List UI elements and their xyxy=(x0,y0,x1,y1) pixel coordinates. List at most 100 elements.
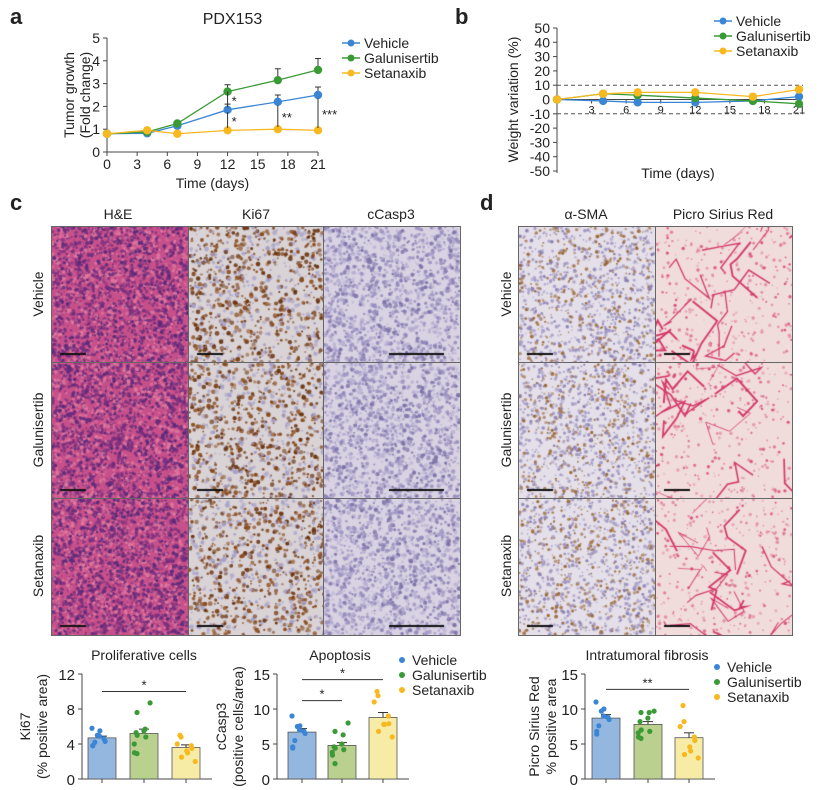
legend-marker xyxy=(399,687,405,693)
data-point-setanaxib xyxy=(102,129,112,138)
y-tick-label: 0 xyxy=(542,92,550,108)
y-tick-label: 0 xyxy=(262,772,270,789)
data-point-setanaxib xyxy=(174,741,180,747)
data-point-galunisertib xyxy=(637,719,643,725)
legend-marker xyxy=(347,69,355,77)
y-tick-label: -20 xyxy=(530,120,550,136)
data-point-vehicle xyxy=(290,745,296,751)
data-point-setanaxib xyxy=(173,129,182,138)
data-point-setanaxib xyxy=(371,699,377,705)
histology-image-sma-setanaxib xyxy=(518,498,656,636)
legend-marker xyxy=(714,664,720,670)
data-point-vehicle xyxy=(598,96,608,106)
data-point-galunisertib xyxy=(173,119,182,128)
data-point-vehicle xyxy=(606,716,612,723)
data-point-setanaxib xyxy=(189,745,195,751)
legend-marker xyxy=(347,39,355,47)
legend-marker xyxy=(719,17,727,25)
x-tick-label: 15 xyxy=(250,156,266,172)
legend-label-vehicle: Vehicle xyxy=(736,13,781,29)
data-point-vehicle xyxy=(296,727,303,733)
histology-image-picro-setanaxib xyxy=(655,498,793,636)
data-point-galunisertib xyxy=(329,752,336,758)
data-point-galunisertib xyxy=(332,745,338,751)
histology-image-ki67-setanaxib xyxy=(188,498,326,636)
legend-label-galunisertib: Galunisertib xyxy=(727,674,802,690)
data-point-galunisertib xyxy=(131,741,137,747)
data-point-vehicle xyxy=(302,730,308,737)
bar-vehicle xyxy=(87,737,117,780)
data-point-setanaxib xyxy=(385,713,391,719)
y-tick-label: 4 xyxy=(67,737,75,754)
x-tick-label: 6 xyxy=(623,105,629,117)
panel-label-d: d xyxy=(480,190,494,215)
data-point-setanaxib xyxy=(552,95,562,104)
y-tick-label: -50 xyxy=(530,163,550,179)
histology-image-picro-galunisertib xyxy=(655,362,793,500)
panel-label-a: a xyxy=(10,4,23,29)
legend-marker xyxy=(399,657,405,663)
data-point-setanaxib xyxy=(178,734,184,740)
y-tick-label: 0 xyxy=(92,144,100,160)
y-tick-label: -10 xyxy=(530,106,550,122)
y-tick-label: 0 xyxy=(67,772,75,789)
y-tick-label: 40 xyxy=(534,34,550,50)
x-tick-label: 3 xyxy=(589,105,595,117)
data-point-vehicle xyxy=(593,699,599,705)
legend-marker xyxy=(399,672,405,678)
significance-label: * xyxy=(319,687,324,702)
y-axis-label-ki67: (% positive area) xyxy=(34,674,50,779)
legend-label-vehicle: Vehicle xyxy=(364,35,409,51)
column-header-ki67: Ki67 xyxy=(241,206,271,222)
data-point-vehicle xyxy=(633,98,642,107)
data-point-galunisertib xyxy=(646,709,652,716)
histology-image-ki67-vehicle xyxy=(188,226,326,364)
significance-label: * xyxy=(232,94,237,109)
data-point-setanaxib xyxy=(374,688,380,695)
data-point-galunisertib xyxy=(794,99,804,108)
data-point-galunisertib xyxy=(638,709,644,716)
y-axis-label-ki67: Ki67 xyxy=(17,712,33,740)
series-line-vehicle xyxy=(556,95,800,104)
data-point-vehicle xyxy=(594,731,600,737)
data-point-setanaxib xyxy=(692,737,698,744)
legend-marker xyxy=(347,54,355,62)
data-point-galunisertib xyxy=(340,732,346,738)
data-point-galunisertib xyxy=(341,747,347,753)
legend-label-setanaxib: Setanaxib xyxy=(412,682,474,698)
x-tick-label: 9 xyxy=(658,105,664,117)
data-point-setanaxib xyxy=(386,721,392,727)
legend-marker xyxy=(714,694,720,700)
bar-setanaxib xyxy=(368,717,398,780)
legend-label-setanaxib: Setanaxib xyxy=(736,43,798,59)
data-point-vehicle xyxy=(223,105,232,115)
y-axis-label-casp3: cCasp3 xyxy=(213,703,229,751)
series-line-setanaxib xyxy=(556,88,800,101)
y-tick-label: 10 xyxy=(253,702,270,719)
chart-title-a: PDX153 xyxy=(203,11,263,28)
y-axis-label-a: (Fold change) xyxy=(77,52,93,138)
x-axis-label-b: Time (days) xyxy=(641,165,714,181)
x-tick-label: 15 xyxy=(724,105,736,117)
data-point-galunisertib xyxy=(143,734,149,740)
y-tick-label: 30 xyxy=(534,49,550,65)
y-tick-label: 15 xyxy=(253,667,270,684)
data-point-galunisertib xyxy=(339,741,345,747)
x-tick-label: 9 xyxy=(194,156,202,172)
data-point-vehicle xyxy=(89,725,95,731)
data-point-galunisertib xyxy=(134,709,140,716)
y-tick-label: 5 xyxy=(92,30,100,46)
y-tick-label: 8 xyxy=(67,702,75,719)
legend-marker xyxy=(719,47,727,55)
panel-label-c: c xyxy=(10,190,23,215)
data-point-galunisertib xyxy=(147,700,153,706)
data-point-setanaxib xyxy=(681,719,687,725)
column-header-he: H&E xyxy=(103,206,133,222)
data-point-galunisertib xyxy=(635,730,641,736)
data-point-setanaxib xyxy=(598,89,608,98)
y-axis-label-fibrosis: % positive area xyxy=(543,678,559,774)
y-tick-label: -30 xyxy=(530,134,550,150)
y-tick-label: 5 xyxy=(570,737,578,754)
data-point-galunisertib xyxy=(332,728,338,735)
